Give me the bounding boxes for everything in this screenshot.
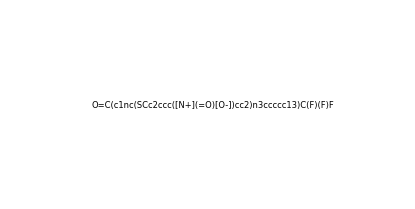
Text: O=C(c1nc(SCc2ccc([N+](=O)[O-])cc2)n3ccccc13)C(F)(F)F: O=C(c1nc(SCc2ccc([N+](=O)[O-])cc2)n3cccc…	[91, 101, 334, 110]
